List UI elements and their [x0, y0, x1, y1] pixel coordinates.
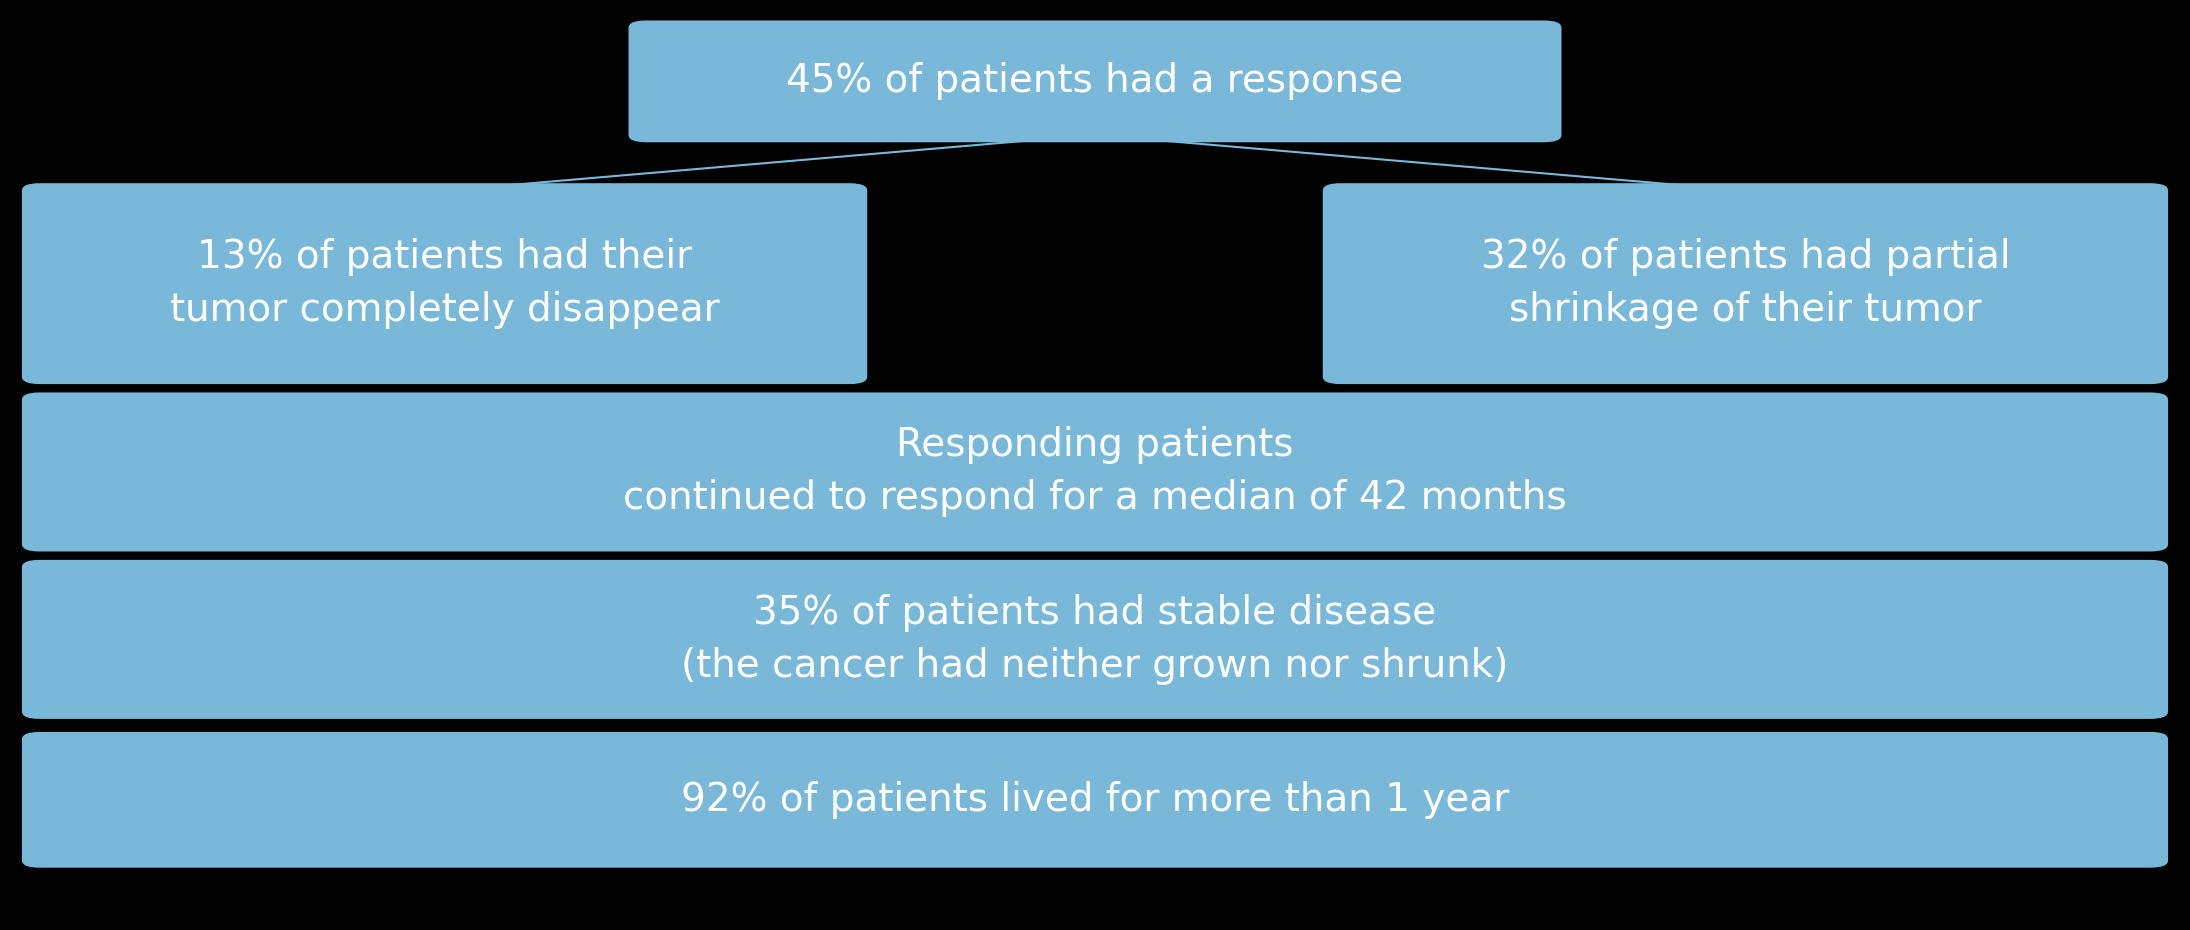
FancyBboxPatch shape — [22, 183, 867, 384]
FancyBboxPatch shape — [1323, 183, 2168, 384]
Text: Responding patients
continued to respond for a median of 42 months: Responding patients continued to respond… — [624, 427, 1566, 517]
Text: 35% of patients had stable disease
(the cancer had neither grown nor shrunk): 35% of patients had stable disease (the … — [681, 594, 1509, 684]
FancyBboxPatch shape — [22, 392, 2168, 551]
Text: 13% of patients had their
tumor completely disappear: 13% of patients had their tumor complete… — [171, 238, 718, 329]
FancyBboxPatch shape — [629, 20, 1561, 142]
Text: 92% of patients lived for more than 1 year: 92% of patients lived for more than 1 ye… — [681, 781, 1509, 818]
FancyBboxPatch shape — [22, 732, 2168, 868]
Text: 32% of patients had partial
shrinkage of their tumor: 32% of patients had partial shrinkage of… — [1480, 238, 2010, 329]
FancyBboxPatch shape — [22, 560, 2168, 719]
Text: 45% of patients had a response: 45% of patients had a response — [786, 62, 1404, 100]
